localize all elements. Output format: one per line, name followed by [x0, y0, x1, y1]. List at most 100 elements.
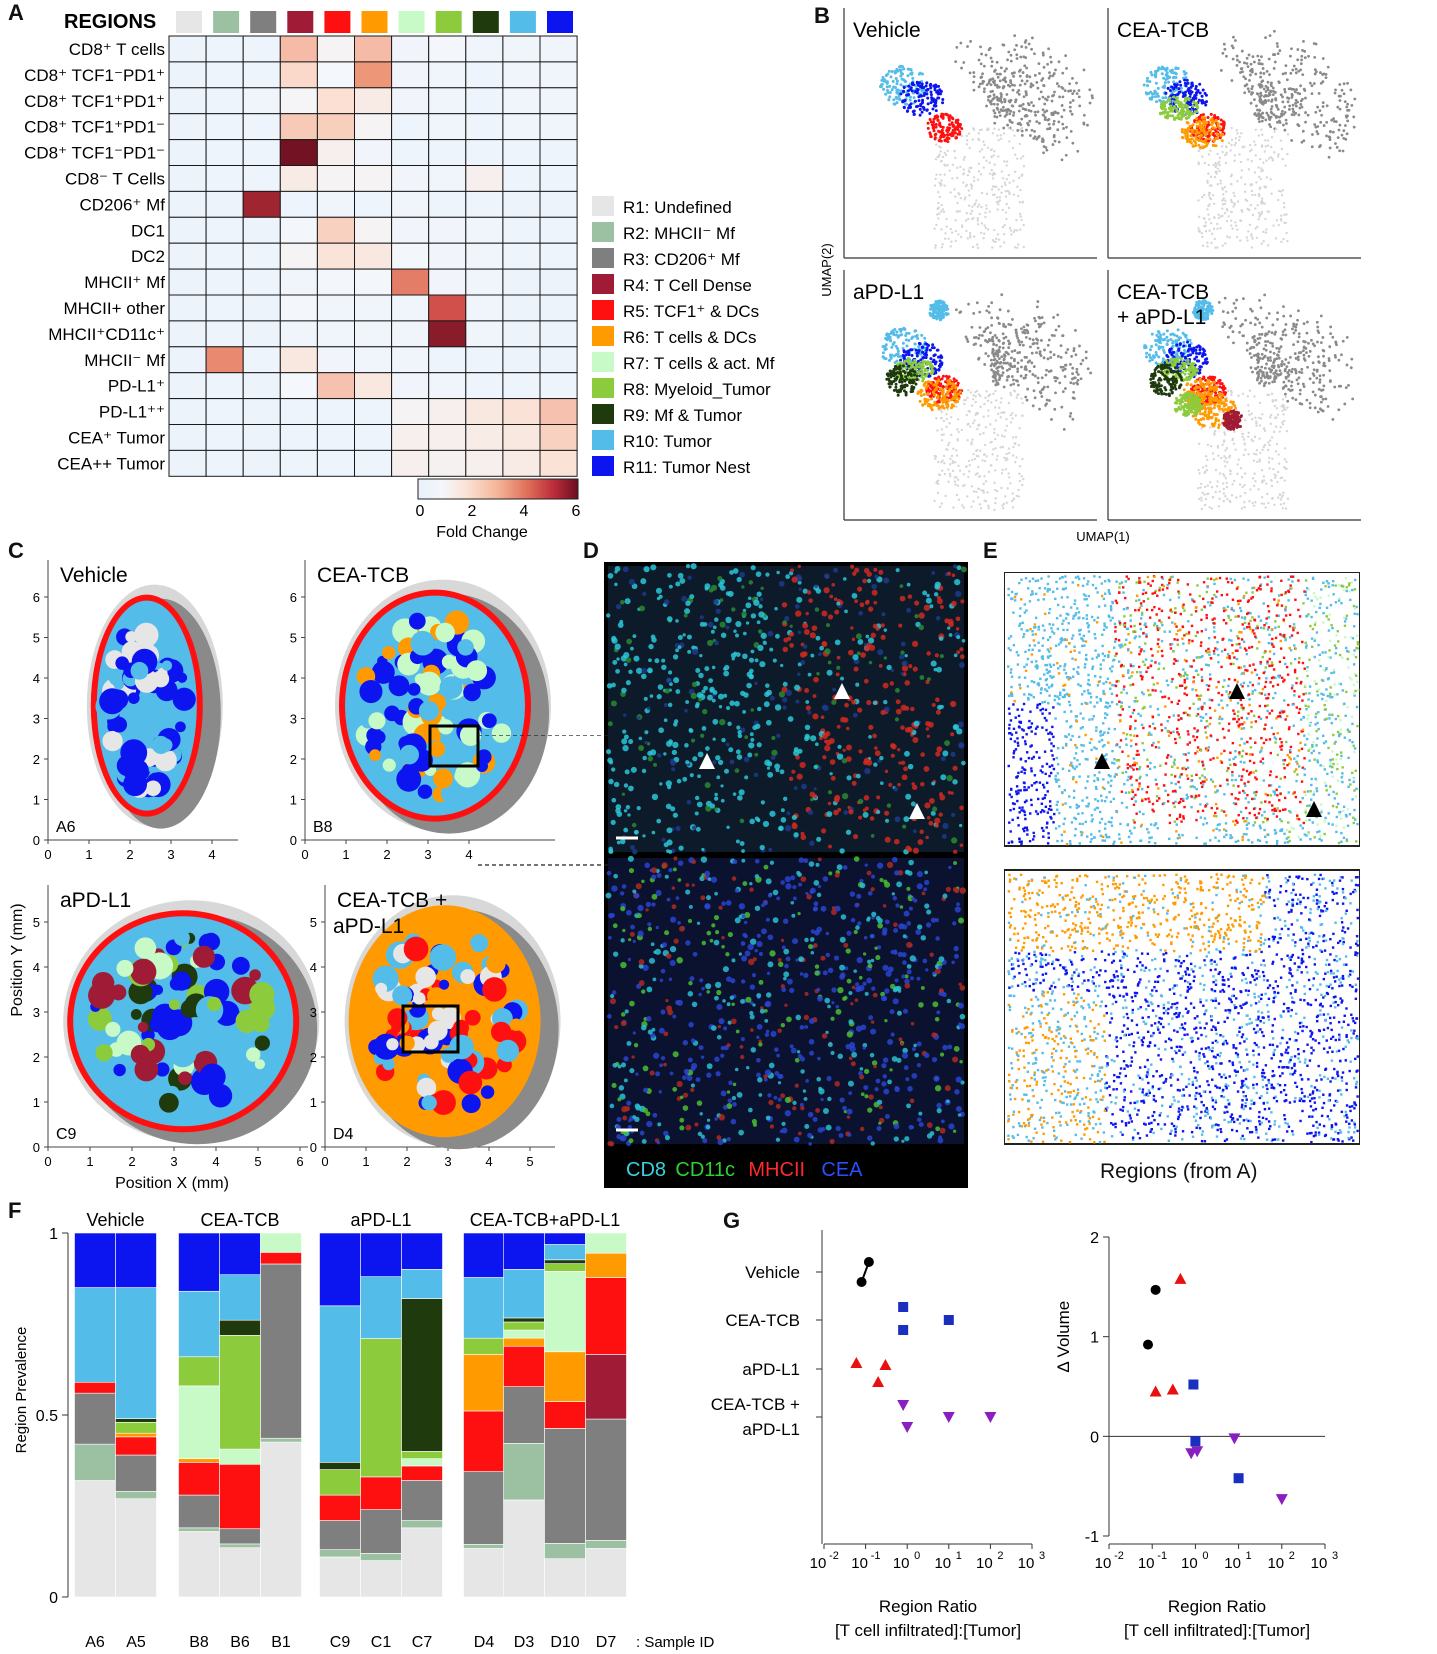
- heatmap-cell: [502, 190, 541, 218]
- heatmap-cell: [539, 398, 578, 426]
- panel-f-bars: 0 0.5 1 A6 A5 B8 B6 B1 C9 C1 C7 D4 D3 D10 D7 Vehicle CEA…: [13, 1210, 715, 1651]
- heatmap-row-label: PD-L1⁺⁺: [99, 403, 165, 422]
- heatmap-cell: [391, 113, 430, 141]
- bar-segment: [401, 1480, 443, 1521]
- heatmap-cell: [316, 139, 355, 167]
- heatmap-cell: [428, 35, 467, 63]
- bar-segment: [178, 1232, 220, 1292]
- heatmap-cell: [539, 87, 578, 115]
- heatmap-cell: [354, 449, 393, 477]
- heatmap-row-label: CD8⁺ TCF1⁻PD1⁺: [24, 66, 165, 85]
- bar-segment: [319, 1520, 361, 1550]
- umap-title: CEA-TCB: [1117, 19, 1209, 42]
- x-tick-label: 10: [893, 1555, 910, 1572]
- bar-segment: [74, 1381, 116, 1394]
- axis-tick-label: 3: [444, 1154, 451, 1169]
- regions-title: REGIONS: [64, 11, 156, 33]
- heatmap-cell: [242, 190, 281, 218]
- heatmap-cell: [539, 372, 578, 400]
- axis-tick-label: 2: [290, 752, 297, 767]
- heatmap-cell: [354, 139, 393, 167]
- bar-segment: [178, 1356, 220, 1387]
- axis-tick-label: 0: [33, 833, 40, 848]
- heatmap-cell: [242, 61, 281, 89]
- bar-segment: [219, 1463, 261, 1530]
- bar-segment: [74, 1392, 116, 1445]
- bar-segment: [115, 1287, 157, 1419]
- axis-tick-label: 1: [33, 793, 40, 808]
- heatmap-cell: [391, 449, 430, 477]
- umap-plot: aPD-L1: [843, 270, 1097, 521]
- heatmap-cell: [502, 113, 541, 141]
- bar-segment: [219, 1528, 261, 1545]
- heatmap-cell: [539, 165, 578, 192]
- heatmap-cell: [391, 87, 430, 115]
- heatmap-row-label: DC2: [131, 247, 165, 266]
- panel-letter-d: D: [583, 538, 599, 563]
- heatmap-cell: [502, 87, 541, 115]
- legend-label: R10: Tumor: [623, 432, 712, 451]
- regions-caption: Regions (from A): [1100, 1160, 1258, 1183]
- bar-segment: [260, 1232, 302, 1253]
- x-tick-label: 10: [1095, 1555, 1112, 1572]
- group-label: Vehicle: [86, 1210, 144, 1230]
- scatter-point: [943, 1315, 954, 1325]
- heatmap-cell: [168, 165, 207, 192]
- heatmap-cell: [465, 216, 504, 244]
- heatmap-cell: [316, 398, 355, 426]
- x-tick-exponent: -1: [1157, 1550, 1167, 1562]
- heatmap-cell: [354, 268, 393, 296]
- heatmap-cell: [465, 372, 504, 400]
- heatmap-row-label: CD206⁺ Mf: [80, 195, 166, 214]
- bar-segment: [503, 1269, 545, 1319]
- x-tick-label: 10: [934, 1555, 951, 1572]
- region-color-swatch: [213, 11, 240, 33]
- bar-segment: [503, 1499, 545, 1598]
- heatmap-cell: [465, 268, 504, 296]
- heatmap-cell: [465, 320, 504, 348]
- heatmap-cell: [391, 398, 430, 426]
- heatmap-cell: [316, 449, 355, 477]
- heatmap-cell: [539, 294, 578, 322]
- bar-segment: [178, 1527, 220, 1532]
- heatmap-cell: [205, 424, 244, 451]
- heatmap-cell: [428, 424, 467, 451]
- umap-title: aPD-L1: [853, 281, 924, 304]
- heatmap-cell: [279, 139, 318, 167]
- heatmap-cell: [279, 346, 318, 374]
- heatmap-cell: [502, 216, 541, 244]
- bar-segment: [219, 1274, 261, 1321]
- group-label: aPD-L1: [350, 1210, 411, 1230]
- umap-title: Vehicle: [853, 19, 921, 42]
- heatmap-cell: [428, 139, 467, 167]
- axis-tick-label: 1: [290, 793, 297, 808]
- region-color-swatch: [472, 11, 499, 33]
- bar-segment: [178, 1290, 220, 1358]
- bar-segment: [463, 1410, 505, 1472]
- bar-segment: [319, 1462, 361, 1470]
- heatmap-cell: [205, 139, 244, 167]
- panel-letter-c: C: [8, 538, 24, 563]
- bar-segment: [319, 1494, 361, 1521]
- scatter-point: [872, 1376, 885, 1387]
- spatial-map: 0 1 2 3 4 0 1 2 3 4 5 6 Vehicle A6: [33, 560, 238, 862]
- bar-segment: [360, 1276, 402, 1339]
- heatmap-cell: [168, 449, 207, 477]
- heatmap-cell: [465, 242, 504, 270]
- region-color-swatch: [435, 11, 462, 33]
- scatter-point: [1149, 1385, 1162, 1397]
- sample-id-label: B8: [313, 819, 333, 836]
- spatial-ylabel: Position Y (mm): [9, 903, 26, 1016]
- heatmap-cell: [354, 346, 393, 374]
- axis-tick-label: 2: [310, 1050, 317, 1065]
- legend-label: R7: T cells & act. Mf: [623, 354, 775, 373]
- axis-tick-label: 1: [85, 847, 92, 862]
- y-tick-label: -1: [1085, 1529, 1099, 1546]
- bar-segment: [503, 1232, 545, 1270]
- sample-id-label: C7: [412, 1634, 433, 1651]
- colorbar: [417, 478, 579, 500]
- legend-swatch: [592, 300, 614, 320]
- heatmap-cell: [205, 449, 244, 477]
- heatmap-cell: [242, 320, 281, 348]
- heatmap-cell: [242, 346, 281, 374]
